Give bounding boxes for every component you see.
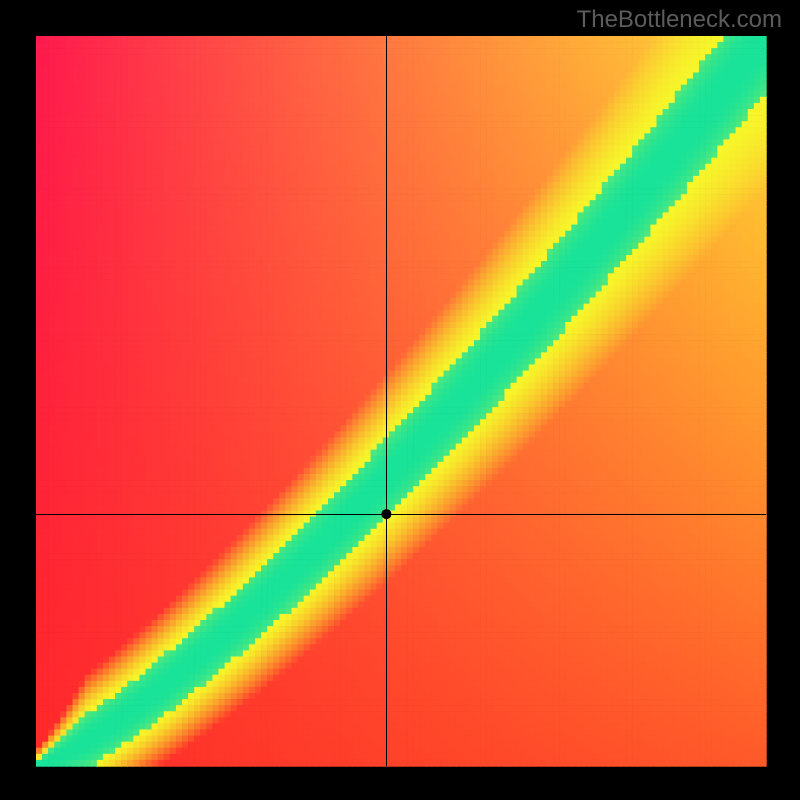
bottleneck-heatmap <box>0 0 800 800</box>
chart-container: TheBottleneck.com <box>0 0 800 800</box>
watermark-text: TheBottleneck.com <box>577 6 782 34</box>
